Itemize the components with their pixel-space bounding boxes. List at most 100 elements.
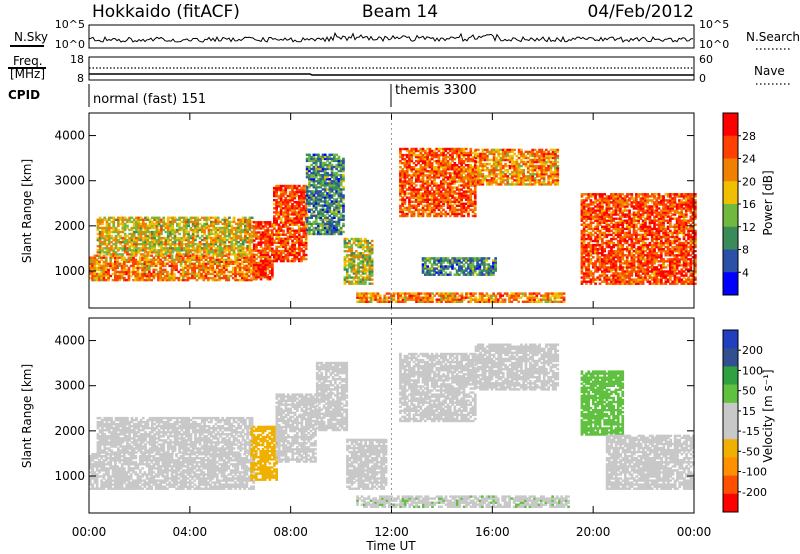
cpid-label: CPID [8, 88, 40, 102]
power-region-10 [474, 148, 560, 186]
colorbar-swatch [723, 475, 738, 495]
power-region-3 [252, 221, 274, 281]
velocity-region-4 [275, 393, 317, 463]
colorbar-tick-label: -200 [742, 486, 767, 499]
colorbar-swatch [723, 384, 738, 404]
colorbar-tick-label: 50 [742, 385, 756, 398]
freq-tick-top: 18 [70, 53, 84, 66]
power-scatter [89, 147, 697, 303]
velocity-region-2 [96, 416, 254, 454]
colorbar-swatch [723, 135, 738, 159]
cpid-segment-2: themis 3300 [395, 83, 477, 98]
time-tick-label: 00:00 [677, 525, 712, 539]
power-y-axis: 1000 2000 3000 4000 [54, 129, 694, 278]
nsky-tick-bottom: 10^0 [55, 38, 85, 51]
nsky-label: N.Sky [14, 30, 48, 44]
velocity-region-11 [605, 434, 695, 490]
x-axis-label: Time UT [365, 539, 416, 553]
colorbar-swatch [723, 402, 738, 422]
time-tick-label: 16:00 [475, 525, 510, 539]
colorbar-tick-label: 15 [742, 405, 756, 418]
time-tick-label: 12:00 [374, 525, 409, 539]
colorbar-tick-label: -15 [742, 425, 760, 438]
cpid-segment-1: normal (fast) 151 [93, 92, 206, 107]
colorbar-tick-label: 100 [742, 364, 763, 377]
colorbar-swatch [723, 421, 738, 440]
colorbar-swatch [723, 330, 738, 349]
colorbar-tick-label: -50 [742, 445, 760, 458]
freq-tick-bottom: 8 [77, 72, 84, 85]
beam-title: Beam 14 [362, 2, 438, 22]
velocity-colorbar-label: Velocity [m s⁻¹] [761, 369, 775, 462]
power-colorbar-label: Power [dB] [761, 170, 775, 235]
range-tick-label: 3000 [54, 174, 85, 188]
colorbar-tick-label: 24 [742, 153, 756, 166]
power-region-7 [356, 292, 566, 303]
power-region-5 [305, 153, 345, 236]
colorbar-swatch [723, 457, 738, 476]
time-x-axis: 00:00 04:00 08:00 12:00 16:00 20:00 00:00 [72, 113, 712, 539]
time-tick-label: 04:00 [173, 525, 208, 539]
nsky-panel: N.Sky 10^5 10^0 10^5 10^0 N.Search [10, 18, 800, 51]
nave-label: Nave [754, 64, 785, 78]
time-tick-label: 00:00 [72, 525, 107, 539]
range-tick-label: 2000 [54, 219, 85, 233]
colorbar-swatch [723, 204, 738, 228]
colorbar-swatch [723, 249, 738, 273]
nsky-tick-top: 10^5 [55, 18, 85, 31]
freq-trace [89, 73, 694, 76]
power-region-9 [399, 147, 477, 218]
power-colorbar: 28 24 20 16 12 8 4 [722, 112, 756, 296]
nsky-trace [88, 31, 693, 44]
velocity-region-1 [89, 453, 255, 490]
velocity-colorbar: 200 100 50 15 -15 -50 -100 -200 [722, 329, 767, 513]
velocity-region-5 [315, 361, 349, 432]
colorbar-tick-label: 12 [742, 221, 756, 234]
power-region-8 [421, 257, 497, 276]
time-tick-label: 08:00 [273, 525, 308, 539]
range-tick-label: 4000 [54, 334, 85, 348]
nave-tick-bottom: 0 [699, 72, 706, 85]
freq-unit-label: [MHz] [10, 67, 45, 81]
station-title: Hokkaido (fitACF) [92, 2, 240, 22]
power-region-1 [89, 254, 255, 282]
colorbar-tick-label: 4 [742, 266, 749, 279]
colorbar-swatch [723, 113, 738, 137]
power-panel: 1000 2000 3000 4000 Slant Range [km] 28 24 20… [20, 112, 775, 309]
velocity-region-8 [399, 352, 477, 423]
colorbar-tick-label: 28 [742, 130, 756, 143]
velocity-region-9 [474, 343, 560, 391]
nave-tick-top: 60 [699, 53, 713, 66]
freq-panel: Freq. [MHz] 18 8 60 0 Nave [8, 53, 790, 85]
range-tick-label: 2000 [54, 424, 85, 438]
range-tick-label: 4000 [54, 129, 85, 143]
power-region-2 [96, 216, 254, 256]
velocity-y-axis: 1000 2000 3000 4000 [54, 334, 694, 483]
power-region-11 [580, 193, 697, 285]
nsearch-label: N.Search [746, 30, 800, 44]
range-tick-label: 3000 [54, 379, 85, 393]
colorbar-swatch [723, 226, 738, 250]
velocity-panel: 1000 2000 3000 4000 Slant Range [km] 200 100… [20, 317, 775, 514]
colorbar-swatch [723, 348, 738, 367]
power-region-4 [273, 184, 308, 263]
colorbar-tick-label: 8 [742, 244, 749, 257]
velocity-region-6 [346, 438, 388, 490]
colorbar-tick-label: -100 [742, 466, 767, 479]
colorbar-tick-label: 200 [742, 344, 763, 357]
colorbar-tick-label: 16 [742, 198, 756, 211]
cpid-panel: CPID normal (fast) 151 themis 3300 [8, 83, 477, 107]
colorbar-swatch [723, 493, 738, 513]
nsearch-tick-top: 10^5 [699, 18, 729, 31]
colorbar-tick-label: 20 [742, 175, 756, 188]
time-tick-label: 20:00 [576, 525, 611, 539]
colorbar-swatch [723, 158, 738, 182]
power-ylabel: Slant Range [km] [20, 159, 34, 263]
velocity-region-7 [356, 495, 570, 508]
freq-label: Freq. [13, 54, 43, 68]
velocity-ylabel: Slant Range [km] [20, 364, 34, 468]
range-tick-label: 1000 [54, 469, 85, 483]
colorbar-swatch [723, 181, 738, 205]
colorbar-swatch [723, 272, 738, 296]
